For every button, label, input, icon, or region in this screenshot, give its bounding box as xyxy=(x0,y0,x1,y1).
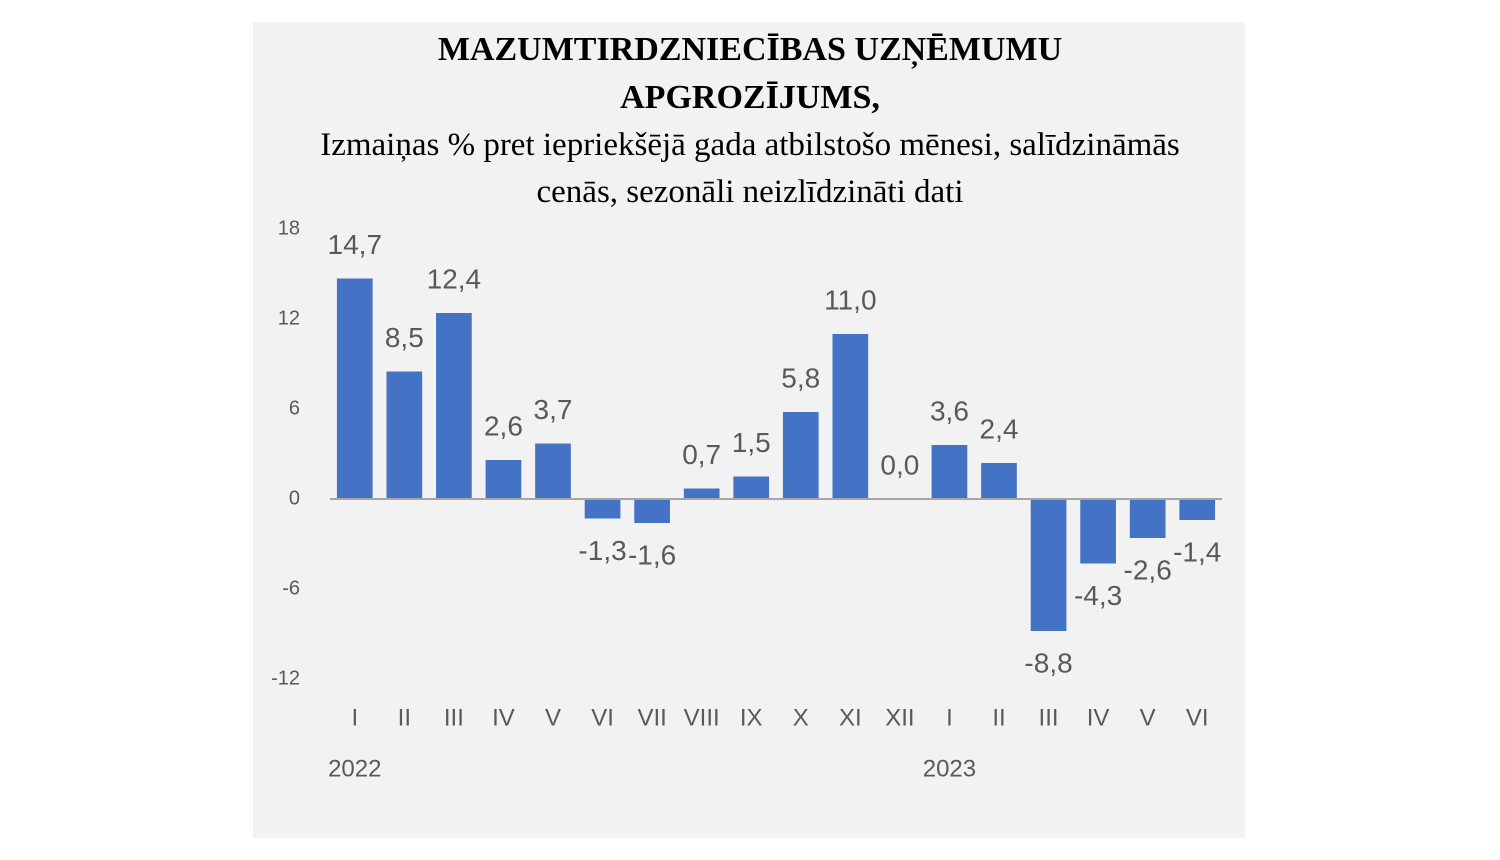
chart-subtitle: Izmaiņas % pret iepriekšējā gada atbilst… xyxy=(320,127,1180,210)
chart-header: MAZUMTIRDZNIECĪBAS UZŅĒMUMU APGROZĪJUMS,… xyxy=(310,26,1190,216)
bar xyxy=(733,476,770,499)
y-tick-label: 6 xyxy=(289,397,300,419)
bar xyxy=(535,443,571,499)
x-tick-label: III xyxy=(444,704,464,731)
y-tick-label: 18 xyxy=(278,217,300,239)
x-tick-label: VI xyxy=(591,704,614,731)
y-tick-label: 12 xyxy=(278,307,300,329)
chart-title: MAZUMTIRDZNIECĪBAS UZŅĒMUMU APGROZĪJUMS, xyxy=(437,31,1063,116)
x-tick-label: IX xyxy=(740,704,763,731)
value-label: -1,3 xyxy=(578,535,626,566)
bar xyxy=(336,278,373,499)
value-label: -2,6 xyxy=(1124,554,1172,585)
value-label: 12,4 xyxy=(427,263,482,294)
value-label: 5,8 xyxy=(781,362,820,393)
year-label: 2022 xyxy=(328,755,381,782)
value-label: 0,0 xyxy=(880,449,919,480)
bar xyxy=(584,499,621,519)
x-tick-label: XI xyxy=(839,704,862,731)
x-tick-label: V xyxy=(545,704,561,731)
bar xyxy=(386,371,423,499)
bar xyxy=(1179,499,1216,520)
bar xyxy=(436,313,472,499)
x-tick-label: II xyxy=(398,704,411,731)
bar xyxy=(1129,499,1166,538)
bar xyxy=(1080,499,1116,564)
value-label: 3,6 xyxy=(930,395,969,426)
x-tick-label: XII xyxy=(885,704,914,731)
bar xyxy=(634,499,670,523)
value-label: -8,8 xyxy=(1024,647,1072,678)
x-tick-label: I xyxy=(946,704,953,731)
x-tick-label: V xyxy=(1140,704,1156,731)
bar xyxy=(981,463,1017,499)
x-tick-label: X xyxy=(793,704,809,731)
bar xyxy=(782,412,819,499)
bar xyxy=(832,334,869,499)
value-label: 3,7 xyxy=(534,394,573,425)
value-label: -1,4 xyxy=(1173,536,1221,567)
x-tick-label: IV xyxy=(1087,704,1110,731)
x-tick-label: II xyxy=(992,704,1005,731)
value-label: -1,6 xyxy=(628,539,676,570)
x-tick-label: VIII xyxy=(684,704,720,731)
x-tick-label: VI xyxy=(1186,704,1209,731)
value-label: -4,3 xyxy=(1074,580,1122,611)
y-tick-label: -12 xyxy=(271,667,300,689)
bar xyxy=(931,445,968,499)
x-tick-label: III xyxy=(1039,704,1059,731)
value-label: 11,0 xyxy=(824,284,876,315)
bar xyxy=(485,460,522,499)
value-label: 0,7 xyxy=(682,439,721,470)
year-label: 2023 xyxy=(923,755,976,782)
value-label: 8,5 xyxy=(385,322,424,353)
y-tick-label: 0 xyxy=(289,487,300,509)
bar xyxy=(683,488,720,499)
x-tick-label: VII xyxy=(637,704,666,731)
value-label: 2,6 xyxy=(484,410,523,441)
value-label: 14,7 xyxy=(328,229,383,260)
x-tick-label: IV xyxy=(492,704,515,731)
value-label: 2,4 xyxy=(980,413,1019,444)
value-label: 1,5 xyxy=(732,427,771,458)
y-tick-label: -6 xyxy=(282,577,300,599)
bar xyxy=(1030,499,1067,631)
x-tick-label: I xyxy=(351,704,358,731)
